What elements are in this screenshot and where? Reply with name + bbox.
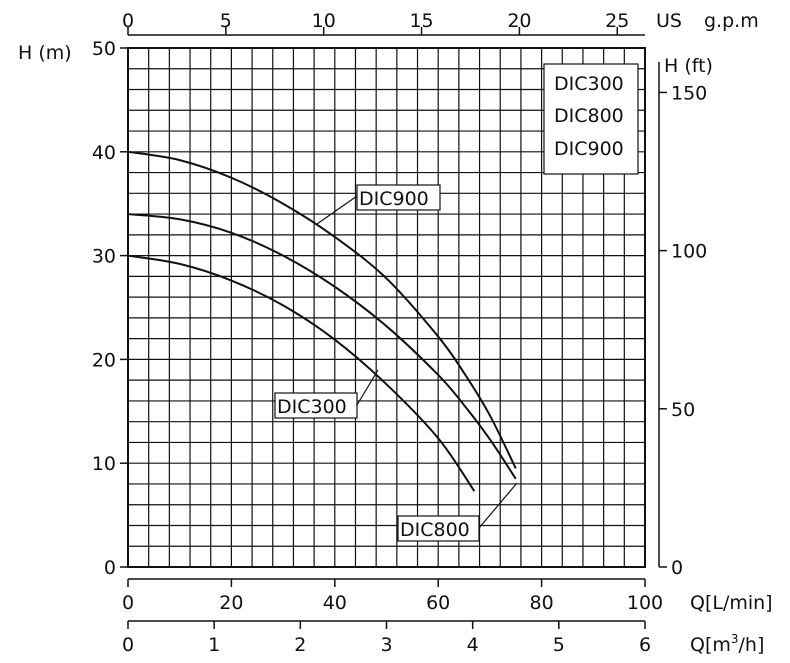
bottom-axis-tick-label-lmin: 60 bbox=[426, 592, 450, 614]
unit-m3h-sup: 3 bbox=[731, 632, 739, 646]
callout-box-dic800 bbox=[397, 515, 480, 542]
callout-leader-dic800 bbox=[478, 482, 518, 529]
legend-item-dic900: DIC900 bbox=[554, 138, 624, 160]
left-axis-tick-label: 20 bbox=[92, 349, 116, 371]
left-axis-tick-label: 10 bbox=[92, 453, 116, 475]
bottom-axis-tick-label-lmin: 40 bbox=[323, 592, 347, 614]
legend-item-dic800: DIC800 bbox=[554, 105, 624, 127]
bottom-axis-tick-label-m3h: 1 bbox=[208, 634, 220, 656]
legend-box: DIC300 DIC800 DIC900 bbox=[543, 63, 639, 175]
callout-label-dic800: DIC800 bbox=[400, 519, 470, 541]
left-axis-tick-label: 40 bbox=[92, 142, 116, 164]
right-axis-title: H (ft) bbox=[664, 55, 713, 77]
bottom-axis-tick-label-m3h: 3 bbox=[380, 634, 392, 656]
left-axis-tick-label: 50 bbox=[92, 38, 116, 60]
bottom-axis-tick-label-lmin: 100 bbox=[627, 592, 663, 614]
right-axis-tick-label: 100 bbox=[671, 241, 707, 263]
plot-frame bbox=[127, 47, 646, 568]
curves bbox=[127, 150, 517, 492]
top-axis-tick-label: 20 bbox=[507, 10, 531, 32]
unit-m3h-suffix: /h] bbox=[739, 634, 765, 656]
callout-box-dic300 bbox=[274, 392, 358, 419]
bottom-axis-tick-label-m3h: 4 bbox=[467, 634, 479, 656]
top-axis-unit-2: g.p.m bbox=[704, 10, 759, 32]
bottom-axis-tick-label-lmin: 0 bbox=[122, 592, 134, 614]
left-axis-tick-label: 0 bbox=[104, 557, 116, 579]
bottom-axis-unit-lmin: Q[L/min] bbox=[690, 592, 773, 614]
callout-label-dic300: DIC300 bbox=[277, 396, 347, 418]
bottom-axis-tick-label-m3h: 5 bbox=[553, 634, 565, 656]
callout-leader-dic300 bbox=[356, 369, 379, 406]
callout-dic900: DIC900 bbox=[316, 184, 441, 225]
right-axis-tick-label: 50 bbox=[671, 399, 695, 421]
callout-dic300: DIC300 bbox=[274, 369, 379, 419]
bottom-axis-tick-label-m3h: 0 bbox=[122, 634, 134, 656]
callout-label-dic900: DIC900 bbox=[359, 188, 429, 210]
top-axis-tick-label: 15 bbox=[409, 10, 433, 32]
left-axis-tick-label: 30 bbox=[92, 246, 116, 268]
top-axis-tick-label: 25 bbox=[605, 10, 629, 32]
left-axis-title: H (m) bbox=[18, 42, 72, 64]
top-axis-tick-label: 5 bbox=[220, 10, 232, 32]
curve-dic800 bbox=[127, 213, 517, 480]
top-axis-tick-label: 0 bbox=[122, 10, 134, 32]
top-axis-tick-label: 10 bbox=[312, 10, 336, 32]
curve-dic300 bbox=[127, 254, 476, 492]
callout-box-dic900 bbox=[356, 184, 441, 211]
plot-grid bbox=[128, 48, 645, 567]
top-axis-unit: US bbox=[656, 10, 682, 32]
callout-dic800: DIC800 bbox=[397, 482, 518, 542]
right-axis-tick-label: 0 bbox=[671, 557, 683, 579]
unit-m3h-prefix: Q[m bbox=[690, 634, 731, 656]
bottom-axis-tick-label-m3h: 6 bbox=[639, 634, 651, 656]
legend-background bbox=[543, 63, 639, 175]
curve-dic900 bbox=[127, 150, 517, 469]
bottom-axis-tick-label-lmin: 20 bbox=[219, 592, 243, 614]
callout-leader-dic900 bbox=[316, 195, 358, 225]
bottom-axis-tick-label-m3h: 2 bbox=[294, 634, 306, 656]
right-axis-tick-label: 150 bbox=[671, 82, 707, 104]
bottom-axis-tick-label-lmin: 80 bbox=[530, 592, 554, 614]
bottom-axis-unit-m3h: Q[m3/h] bbox=[690, 632, 764, 656]
legend-item-dic300: DIC300 bbox=[554, 73, 624, 95]
